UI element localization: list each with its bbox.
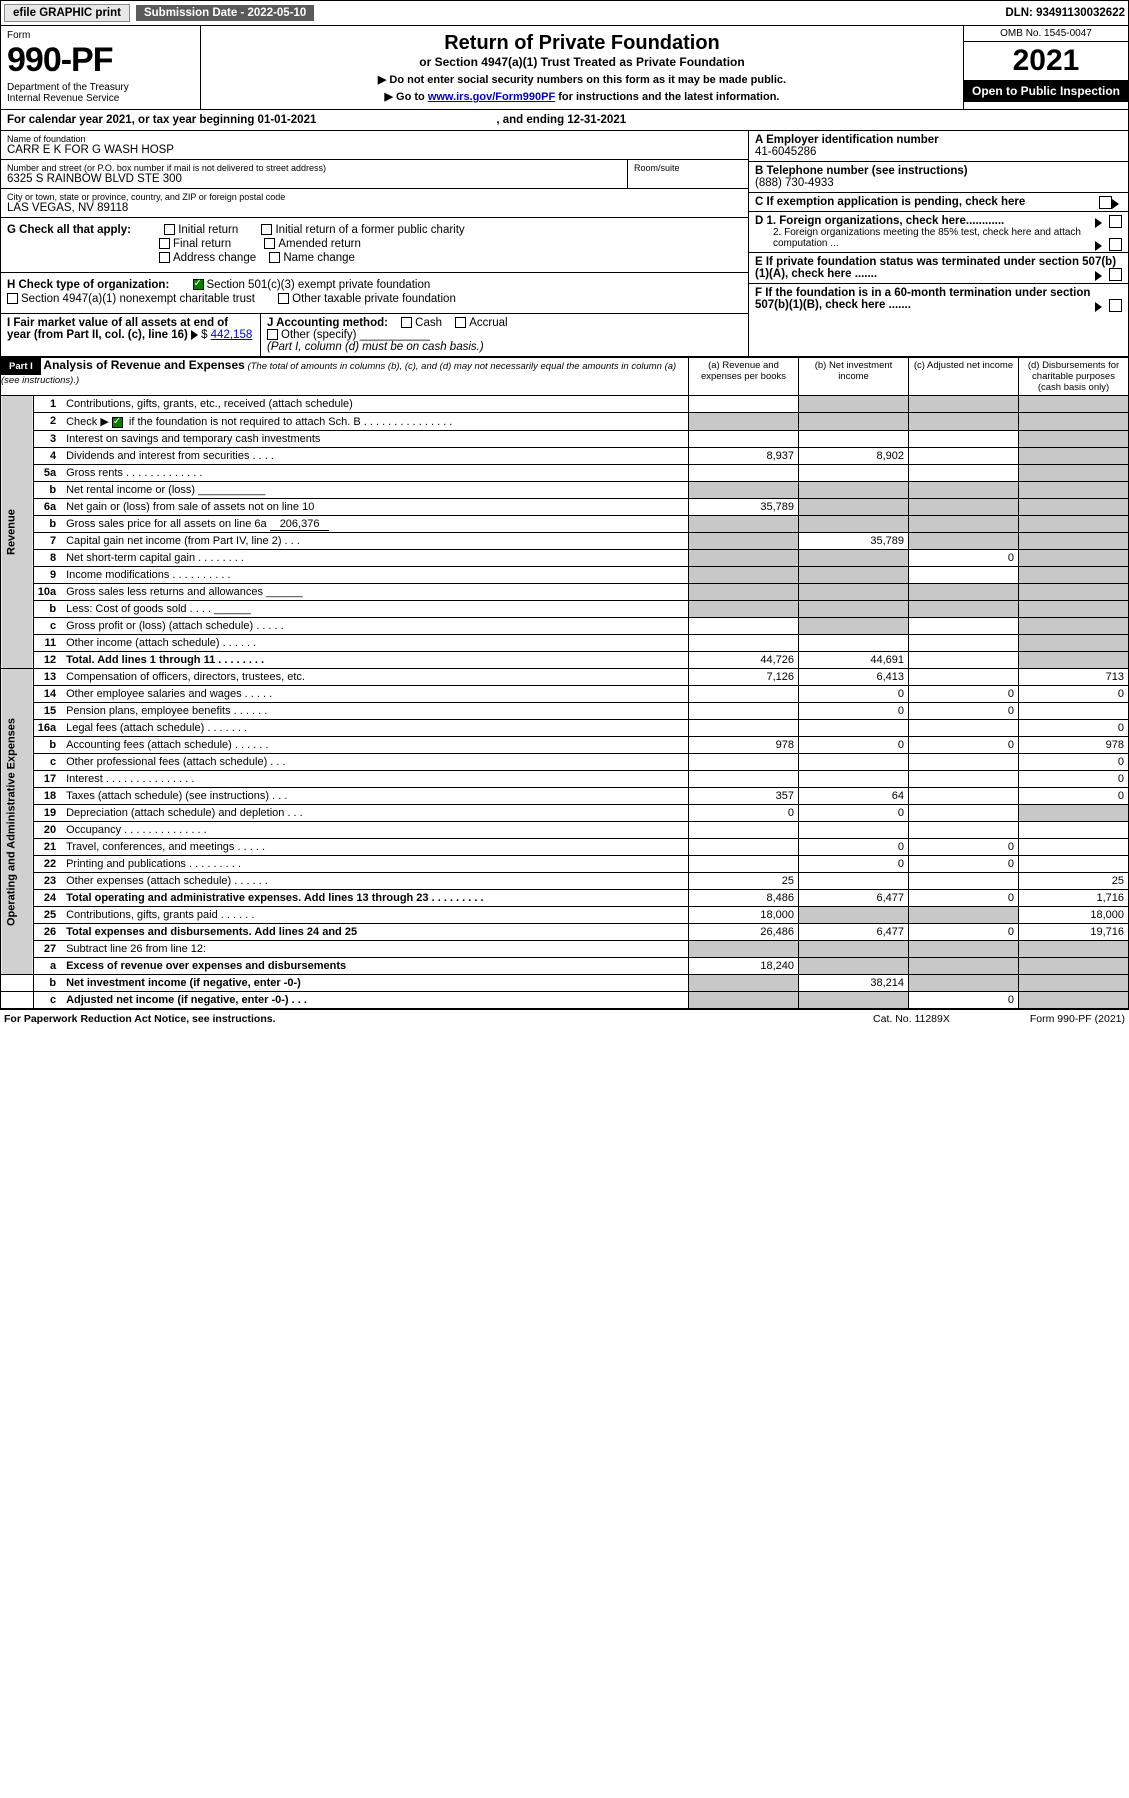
irs-link[interactable]: www.irs.gov/Form990PF <box>428 91 555 103</box>
checkbox-initial-former[interactable] <box>261 224 272 235</box>
part-i-label: Part I <box>1 358 41 375</box>
calendar-year-row: For calendar year 2021, or tax year begi… <box>0 110 1129 131</box>
addr-label: Number and street (or P.O. box number if… <box>7 163 621 173</box>
section-h: H Check type of organization: Section 50… <box>1 273 748 314</box>
address: 6325 S RAINBOW BLVD STE 300 <box>7 173 621 185</box>
checkbox-name-change[interactable] <box>269 252 280 263</box>
checkbox-other-taxable[interactable] <box>278 293 289 304</box>
col-c-header: (c) Adjusted net income <box>909 358 1019 396</box>
ein-label: A Employer identification number <box>755 134 1122 146</box>
part-i-table: Part I Analysis of Revenue and Expenses … <box>0 357 1129 1009</box>
checkbox-d1[interactable] <box>1109 215 1122 228</box>
revenue-side-label: Revenue <box>1 396 34 669</box>
note-link: ▶ Go to www.irs.gov/Form990PF for instru… <box>221 90 943 103</box>
dln: DLN: 93491130032622 <box>1005 7 1125 19</box>
col-b-header: (b) Net investment income <box>799 358 909 396</box>
city-label: City or town, state or province, country… <box>7 192 742 202</box>
dept-label: Department of the Treasury Internal Reve… <box>7 82 194 104</box>
checkbox-accrual[interactable] <box>455 317 466 328</box>
tax-year: 2021 <box>964 42 1128 80</box>
form-subtitle: or Section 4947(a)(1) Trust Treated as P… <box>221 55 943 69</box>
open-public-badge: Open to Public Inspection <box>964 80 1128 102</box>
omb-number: OMB No. 1545-0047 <box>964 26 1128 42</box>
expenses-side-label: Operating and Administrative Expenses <box>1 669 34 975</box>
checkbox-other-method[interactable] <box>267 329 278 340</box>
name-label: Name of foundation <box>7 134 742 144</box>
form-number: 990-PF <box>7 41 194 80</box>
form-title: Return of Private Foundation <box>221 32 943 55</box>
section-i-j: I Fair market value of all assets at end… <box>1 314 748 356</box>
checkbox-schb[interactable] <box>112 417 123 428</box>
note-ssn: ▶ Do not enter social security numbers o… <box>221 73 943 86</box>
checkbox-c[interactable] <box>1099 196 1112 209</box>
top-bar: efile GRAPHIC print Submission Date - 20… <box>0 0 1129 26</box>
fmv-amount[interactable]: 442,158 <box>211 329 253 341</box>
section-g: G Check all that apply: Initial return I… <box>1 218 748 273</box>
phone-label: B Telephone number (see instructions) <box>755 165 1122 177</box>
room-label: Room/suite <box>634 163 742 173</box>
form-label: Form <box>7 30 194 41</box>
submission-date: Submission Date - 2022-05-10 <box>136 5 314 21</box>
city-state-zip: LAS VEGAS, NV 89118 <box>7 202 742 214</box>
entity-info: Name of foundation CARR E K FOR G WASH H… <box>0 131 1129 357</box>
form-footer: Form 990-PF (2021) <box>1030 1013 1125 1025</box>
col-a-header: (a) Revenue and expenses per books <box>689 358 799 396</box>
footer: For Paperwork Reduction Act Notice, see … <box>0 1009 1129 1028</box>
checkbox-4947[interactable] <box>7 293 18 304</box>
checkbox-f[interactable] <box>1109 299 1122 312</box>
checkbox-addr-change[interactable] <box>159 252 170 263</box>
efile-badge: efile GRAPHIC print <box>4 4 130 22</box>
checkbox-e[interactable] <box>1109 268 1122 281</box>
checkbox-amended[interactable] <box>264 238 275 249</box>
col-d-header: (d) Disbursements for charitable purpose… <box>1019 358 1129 396</box>
ein: 41-6045286 <box>755 146 1122 158</box>
pra-notice: For Paperwork Reduction Act Notice, see … <box>4 1013 276 1025</box>
checkbox-initial[interactable] <box>164 224 175 235</box>
form-header: Form 990-PF Department of the Treasury I… <box>0 26 1129 110</box>
checkbox-final[interactable] <box>159 238 170 249</box>
phone: (888) 730-4933 <box>755 177 1122 189</box>
catalog-no: Cat. No. 11289X <box>873 1013 950 1025</box>
checkbox-d2[interactable] <box>1109 238 1122 251</box>
foundation-name: CARR E K FOR G WASH HOSP <box>7 144 742 156</box>
checkbox-501c3[interactable] <box>193 279 204 290</box>
checkbox-cash[interactable] <box>401 317 412 328</box>
